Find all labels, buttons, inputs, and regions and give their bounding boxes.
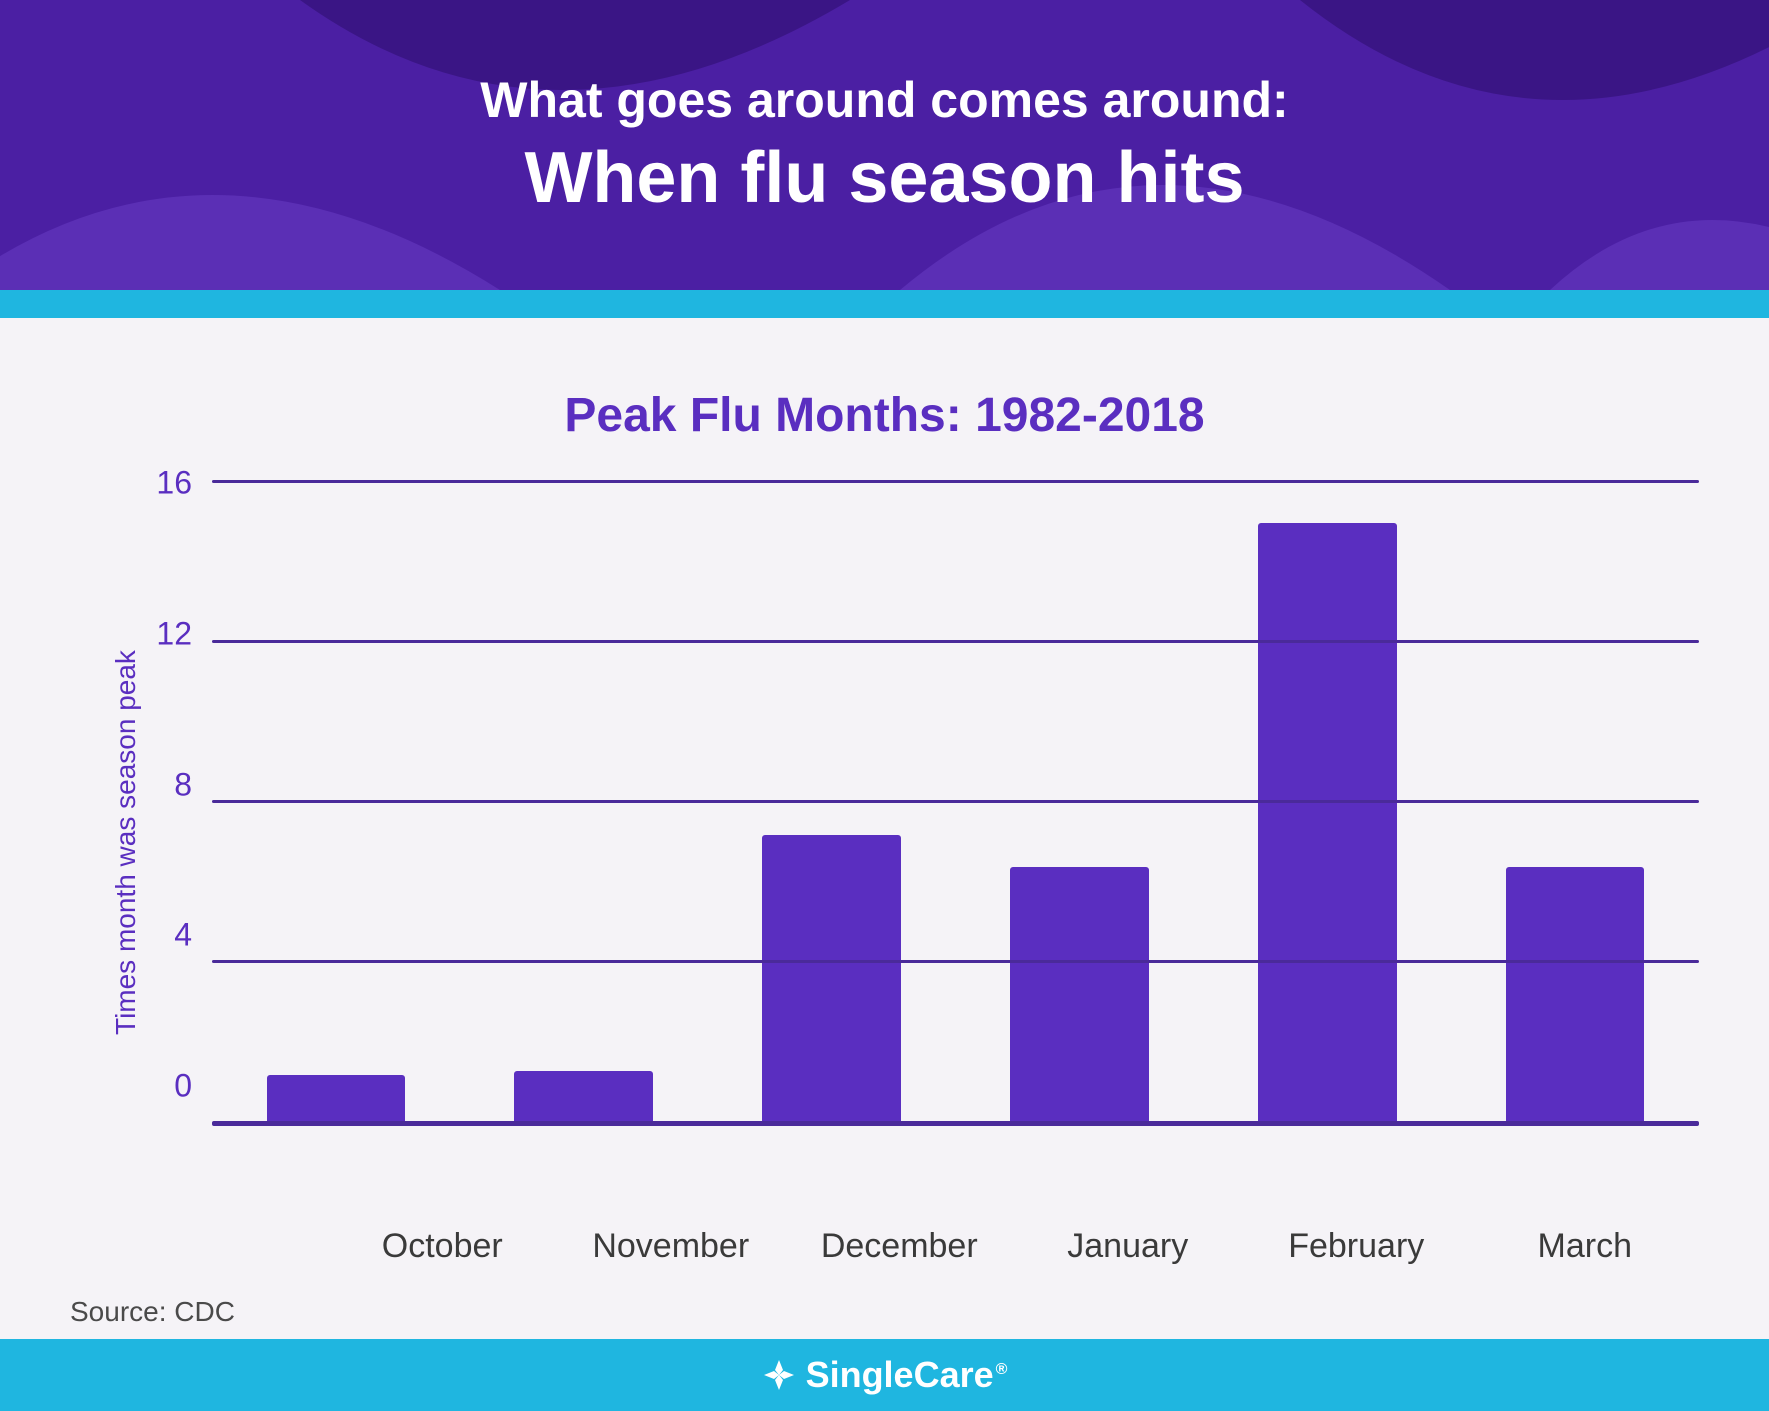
chart-plot [212,483,1699,1123]
bar [267,1075,406,1123]
y-axis-label: Times month was season peak [100,483,152,1203]
bar [1258,523,1397,1123]
bar [762,835,901,1123]
gridline [212,960,1699,963]
brand-name: SingleCare [806,1354,994,1395]
chart-area: Peak Flu Months: 1982-2018 Times month w… [0,318,1769,1348]
gridline [212,800,1699,803]
bar [514,1071,653,1123]
bar-slot [460,483,708,1123]
x-tick-label: December [785,1227,1014,1266]
chart-baseline [212,1121,1699,1126]
bar-slot [212,483,460,1123]
x-tick-label: March [1471,1227,1700,1266]
singlecare-logo-icon [762,1358,796,1392]
header-subtitle: What goes around comes around: [480,71,1288,129]
gridline [212,640,1699,643]
bar-slot [955,483,1203,1123]
header-banner: What goes around comes around: When flu … [0,0,1769,290]
chart-wrap: Times month was season peak 1612840 [70,483,1699,1203]
x-axis-labels-row: OctoberNovemberDecemberJanuaryFebruaryMa… [70,1203,1699,1266]
header-title: When flu season hits [480,137,1288,219]
x-tick-label: February [1242,1227,1471,1266]
source-attribution: Source: CDC [70,1266,1699,1328]
bar [1506,867,1645,1123]
footer-bar: SingleCare® [0,1339,1769,1411]
bar-slot [708,483,956,1123]
cyan-divider-strip [0,290,1769,318]
bar-slot [1203,483,1451,1123]
x-tick-label: January [1014,1227,1243,1266]
x-tick-label: November [557,1227,786,1266]
chart-title: Peak Flu Months: 1982-2018 [70,388,1699,443]
gridline [212,480,1699,483]
bar-slot [1451,483,1699,1123]
y-tick-label: 12 [152,615,192,652]
y-tick-label: 0 [152,1068,192,1105]
y-axis-ticks: 1612840 [152,483,212,1123]
x-tick-label: October [328,1227,557,1266]
bars-container [212,483,1699,1123]
x-axis-labels: OctoberNovemberDecemberJanuaryFebruaryMa… [328,1203,1699,1266]
bar [1010,867,1149,1123]
registered-mark: ® [996,1361,1008,1378]
y-tick-label: 16 [152,465,192,502]
y-tick-label: 8 [152,766,192,803]
brand-logo: SingleCare® [762,1354,1008,1396]
y-tick-label: 4 [152,917,192,954]
